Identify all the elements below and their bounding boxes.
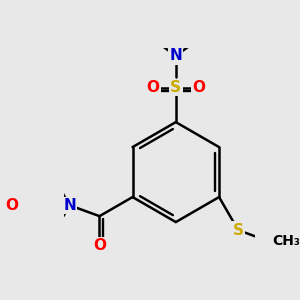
Text: O: O	[93, 238, 106, 253]
Text: CH₃: CH₃	[273, 234, 300, 248]
Text: S: S	[170, 80, 181, 95]
Text: N: N	[63, 198, 76, 213]
Text: O: O	[192, 80, 205, 95]
Text: S: S	[233, 223, 244, 238]
Text: O: O	[5, 198, 18, 213]
Text: O: O	[147, 80, 160, 95]
Text: N: N	[169, 48, 182, 63]
